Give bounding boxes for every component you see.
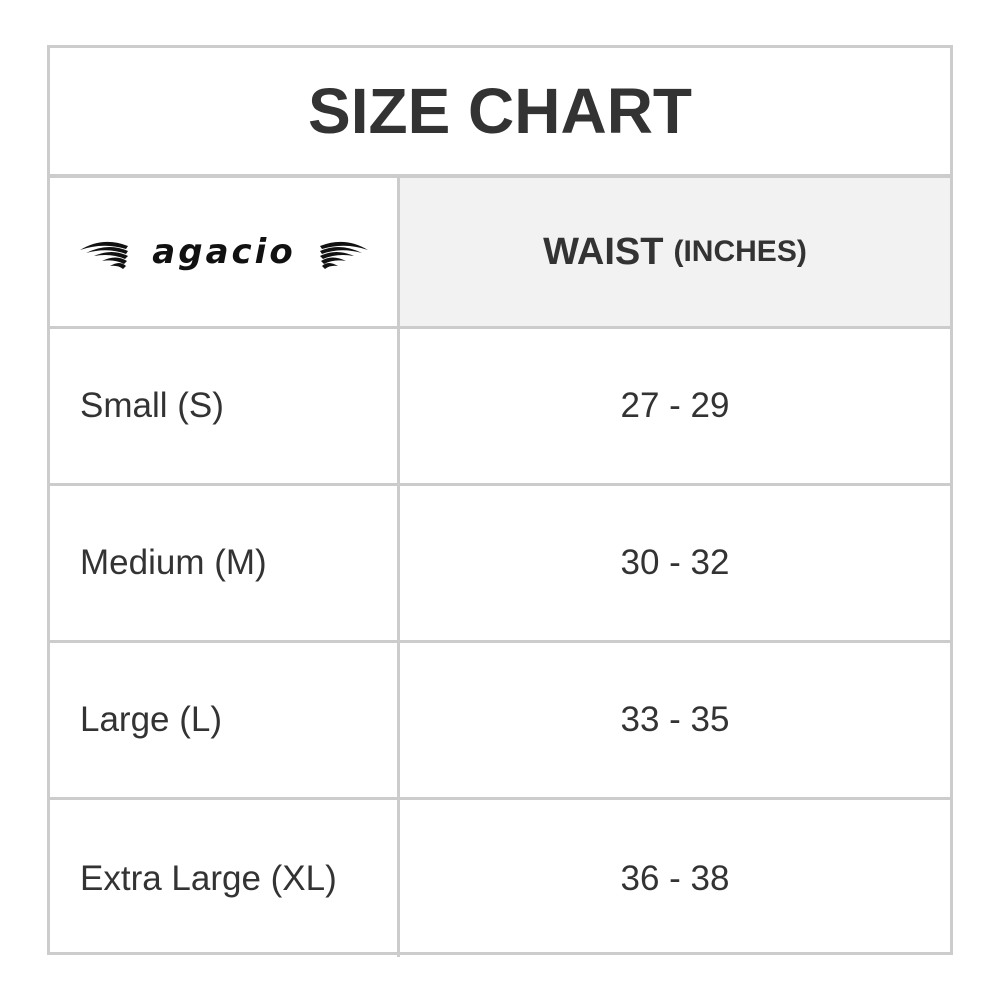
- header-label: WAIST: [543, 230, 664, 273]
- brand-logo-text: agacio: [152, 232, 295, 272]
- page-title: SIZE CHART: [50, 48, 950, 178]
- waist-value: 36 - 38: [620, 858, 730, 898]
- size-label: Small (S): [50, 329, 400, 486]
- waist-value: 27 - 29: [400, 329, 950, 486]
- waist-column-header: WAIST (INCHES): [400, 178, 950, 329]
- waist-value: 30 - 32: [400, 486, 950, 643]
- size-label: Large (L): [50, 643, 400, 800]
- size-label: Medium (M): [50, 486, 400, 643]
- wings-logo-icon: agacio: [79, 232, 368, 272]
- waist-value: 33 - 35: [400, 643, 950, 800]
- size-label: Extra Large (XL): [50, 800, 400, 957]
- size-chart-table: SIZE CHART agacio WAIST (INCHES) Small (…: [47, 45, 953, 957]
- header-unit: (INCHES): [673, 235, 807, 268]
- brand-logo: agacio: [50, 178, 400, 329]
